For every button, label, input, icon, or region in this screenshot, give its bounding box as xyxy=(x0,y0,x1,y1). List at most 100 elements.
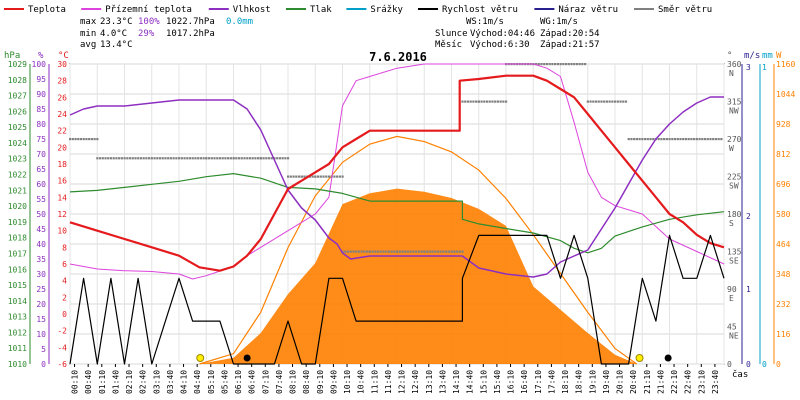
wind-direction-dot xyxy=(341,175,344,178)
wind-direction-dot xyxy=(262,157,265,160)
time-tick-label: 22:40 xyxy=(684,370,693,394)
wind-direction-dot xyxy=(284,157,287,160)
wind-direction-dot xyxy=(202,157,205,160)
wm-tick-label: 464 xyxy=(776,240,791,249)
wind-direction-dot xyxy=(499,100,502,103)
hpa-tick-label: 1011 xyxy=(8,344,27,353)
wind-direction-dot xyxy=(436,250,440,253)
time-tick-label: 22:10 xyxy=(670,370,679,394)
time-tick-label: 11:40 xyxy=(384,370,393,394)
wind-direction-dot xyxy=(646,138,649,141)
wind-direction-dot xyxy=(496,100,500,103)
wind-direction-dot xyxy=(387,250,391,253)
wind-direction-dot xyxy=(401,250,404,253)
wind-direction-dot xyxy=(690,138,693,141)
pct-tick-label: 20 xyxy=(36,300,46,309)
pct-tick-label: 35 xyxy=(36,255,46,264)
wind-direction-dot xyxy=(96,157,99,160)
wind-direction-dot xyxy=(551,63,554,66)
wind-direction-dot xyxy=(404,250,407,253)
wind-direction-dot xyxy=(616,100,619,103)
wind-direction-dot xyxy=(559,63,562,66)
wind-direction-dot xyxy=(82,138,85,141)
wm-tick-label: 348 xyxy=(776,270,791,279)
degc-tick-label: 20 xyxy=(57,143,67,152)
wind-direction-dot xyxy=(641,138,644,141)
moon-marker xyxy=(664,354,672,362)
wind-direction-dot xyxy=(475,100,478,103)
wind-direction-dot xyxy=(96,138,99,141)
sun-marker xyxy=(196,354,205,362)
wind-direction-dot xyxy=(494,100,497,103)
wind-direction-dot xyxy=(98,157,102,160)
degc-tick-label: 26 xyxy=(57,93,67,102)
wind-direction-dot xyxy=(584,63,587,66)
wind-direction-dot xyxy=(109,157,113,160)
pct-tick-label: 15 xyxy=(36,315,46,324)
hpa-tick-label: 1022 xyxy=(8,171,27,180)
pct-tick-label: 90 xyxy=(36,90,46,99)
time-tick-label: 07:10 xyxy=(261,370,270,394)
wind-direction-dot xyxy=(676,138,679,141)
wind-direction-dot xyxy=(333,175,336,178)
wind-direction-dot xyxy=(232,157,235,160)
wind-direction-dot xyxy=(139,157,143,160)
wind-direction-dot xyxy=(428,250,431,253)
wind-direction-dot xyxy=(205,157,208,160)
hpa-tick-label: 1018 xyxy=(8,234,27,243)
stat-max-label: max xyxy=(80,17,97,27)
pct-tick-label: 100 xyxy=(32,60,47,69)
wind-direction-dot xyxy=(158,157,162,160)
wind-gust-info: WG:1m/s xyxy=(540,17,578,27)
wind-direction-dot xyxy=(660,138,663,141)
time-tick-label: 08:40 xyxy=(302,370,311,394)
wind-direction-dot xyxy=(398,250,401,253)
wind-direction-dot xyxy=(505,100,508,103)
wind-sun-info: WS:1m/s WG:1m/s Slunce Východ:04:46 Zápa… xyxy=(435,17,600,50)
wind-direction-dot xyxy=(74,138,77,141)
temperature-line xyxy=(69,74,725,272)
wind-direction-dot xyxy=(472,100,475,103)
wind-direction-dot xyxy=(246,157,249,160)
wind-direction-dot xyxy=(287,175,290,178)
degc-tick-label: 6 xyxy=(62,260,67,269)
wind-direction-dot xyxy=(543,63,546,66)
time-tick-label: 20:10 xyxy=(616,370,625,394)
wind-direction-dot xyxy=(183,157,186,160)
wind-direction-dot xyxy=(597,100,600,103)
hpa-tick-label: 1016 xyxy=(8,265,27,274)
wind-direction-dot xyxy=(180,157,183,160)
wind-direction-dot xyxy=(663,138,666,141)
axis-title-dir: ° xyxy=(727,51,732,61)
wind-direction-dot xyxy=(352,250,355,253)
chart-date-title: 7.6.2016 xyxy=(369,50,427,64)
wind-direction-dot xyxy=(199,157,202,160)
degc-tick-label: 14 xyxy=(57,193,67,202)
axis-title-wm: W xyxy=(776,51,782,61)
stats-block: max 23.3°C 100% 1022.7hPa 0.0mm min 4.0°… xyxy=(80,17,253,50)
time-tick-label: 03:10 xyxy=(152,370,161,394)
wind-direction-dot xyxy=(477,100,480,103)
wind-direction-dot xyxy=(120,157,123,160)
wind-direction-dot xyxy=(292,175,295,178)
wind-direction-dot xyxy=(85,138,88,141)
wind-direction-dot xyxy=(586,100,589,103)
wind-speed-info: WS:1m/s xyxy=(466,17,504,27)
legend-label: Směr větru xyxy=(658,5,712,15)
wind-direction-dot xyxy=(390,250,393,253)
wind-direction-dot xyxy=(548,63,551,66)
wind-direction-dot xyxy=(360,250,363,253)
wind-direction-dot xyxy=(545,63,549,66)
wind-direction-dot xyxy=(643,138,647,141)
dir-tick-label: 360 xyxy=(727,60,742,69)
wind-direction-dot xyxy=(668,138,671,141)
wm-tick-label: 812 xyxy=(776,150,791,159)
wind-direction-dot xyxy=(289,175,292,178)
sun-marker xyxy=(635,354,644,362)
moon-rise: Východ:6:30 xyxy=(470,40,530,50)
time-tick-label: 15:10 xyxy=(479,370,488,394)
hpa-tick-label: 1010 xyxy=(8,360,27,369)
wm-tick-label: 1044 xyxy=(776,90,795,99)
degc-tick-label: -6 xyxy=(57,360,67,369)
